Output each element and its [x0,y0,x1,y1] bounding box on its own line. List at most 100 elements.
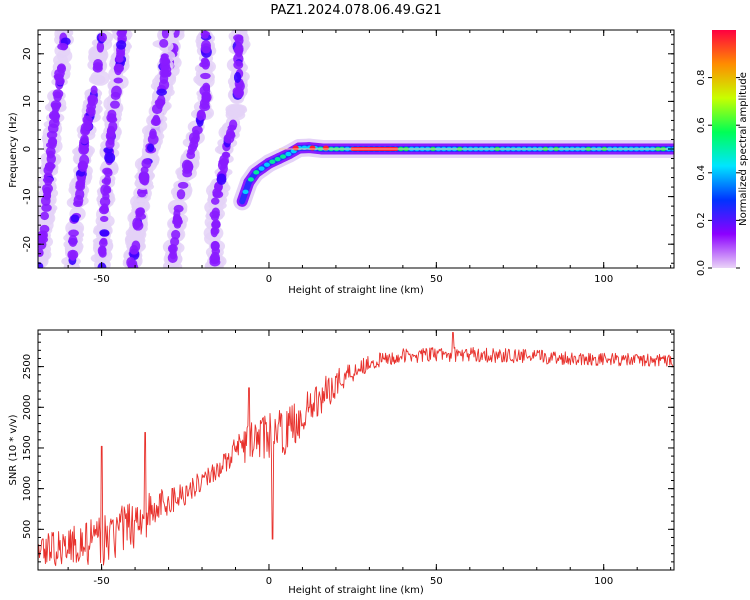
spectral-blob [167,252,178,264]
spectral-blob [45,141,55,149]
spectral-blob [190,136,199,145]
spectrogram-ylabel: Frequency (Hz) [8,112,19,188]
y-tick-label: 10 [22,95,33,108]
x-tick-label: -50 [93,576,109,587]
y-tick-label: -10 [22,188,33,204]
colorbar-ticks: 0.0 0.2 0.4 0.6 0.8 [696,70,740,276]
spectral-blob [68,229,79,237]
spectral-blob [116,30,127,38]
main-track-cell [280,154,287,159]
spectral-blob [114,63,123,76]
main-track-cell [269,159,276,164]
snr-panel: -50 0 50 100 500 1000 1500 2000 2500 Height of s… [8,329,675,596]
spectral-blob [159,56,168,66]
spectral-blob [126,256,136,268]
colorbar-tick-label: 0.4 [696,165,707,181]
spectral-blob [233,60,244,70]
spectral-blob [101,178,111,185]
spectral-blob [38,248,44,257]
spectral-blob [98,239,108,248]
snr-ylabel: SNR (10 * v/v) [8,414,19,485]
spectral-blob [161,65,172,74]
spectral-blob [99,205,109,213]
spectral-blob [46,153,56,165]
spectral-blob [151,116,161,125]
spectral-blob [107,109,117,120]
spectrogram-marks [38,30,674,268]
spectral-blob-halo [96,219,112,233]
spectral-blob [159,38,169,48]
snr-axes: -50 0 50 100 500 1000 1500 2000 2500 [22,330,674,587]
spectral-blob [182,170,193,178]
spectral-blob [90,85,98,95]
y-tick-label: 2000 [22,395,33,420]
spectral-blob [45,146,56,157]
colorbar-tick-label: 0.6 [696,117,707,133]
spectral-blob [196,109,205,121]
spectral-blob [232,86,244,96]
spectral-blob [136,207,145,215]
colorbar-gradient [712,30,736,268]
spectral-blob [43,191,52,201]
spectral-blob [210,251,220,264]
snr-series-line [37,331,674,567]
spectral-blob [70,214,80,223]
spectral-blob [201,58,211,70]
spectral-blob [46,130,58,139]
spectral-blob [233,71,242,84]
spectral-blob [97,245,107,257]
spectral-blob [133,220,143,228]
spectral-blob [41,203,52,212]
spectral-blob [115,52,124,63]
x-tick-label: 0 [266,274,272,285]
figure-title: PAZ1.2024.078.06.49.G21 [270,3,441,18]
spectral-blob [105,130,116,142]
main-track-peak-dot [309,145,316,151]
spectral-blob [176,189,186,200]
spectral-blob [116,40,127,50]
spectral-blob [50,102,61,109]
spectral-blob [80,134,89,145]
spectral-blob [57,42,69,51]
spectral-blob [155,98,164,110]
spectrogram-axes: -50 0 50 100 -20 -10 0 10 20 [22,30,674,285]
spectral-blob [105,138,115,150]
main-track-cell [247,177,254,182]
y-tick-label: 1000 [22,476,33,501]
spectrogram-panel: -50 0 50 100 -20 -10 0 10 20 Height of straight … [8,29,675,296]
spectral-blob [171,229,181,240]
x-tick-label: -50 [93,274,109,285]
spectral-blob [156,88,168,96]
spectrogram-xlabel: Height of straight line (km) [288,285,424,296]
spectral-blob [129,248,139,255]
spectral-blob [44,161,55,172]
spectral-blob [216,173,227,185]
spectral-blob [54,73,64,82]
colorbar-tick-label: 0.2 [696,212,707,228]
spectral-blob [201,30,209,39]
spectral-blob [183,161,194,173]
spectral-blob [199,98,210,110]
spectral-blob [87,95,99,106]
spectral-blob [233,34,244,42]
colorbar-tick-label: 0.8 [696,70,707,86]
main-track-peak-dot [322,145,329,151]
main-track-cell [253,170,260,175]
y-tick-label: 2500 [22,354,33,379]
spectral-blob [104,152,116,164]
spectral-blob [99,196,111,207]
spectral-blob [53,91,62,102]
spectral-blob [77,160,88,172]
main-track-cell [274,156,281,162]
spectral-blob [177,181,189,189]
spectral-blob [47,123,59,134]
spectral-blob [80,122,91,135]
spectral-blob [102,167,112,175]
spectral-blob [228,119,238,130]
spectral-blob [201,91,211,99]
spectral-blob [135,213,147,220]
spectral-blob [100,184,110,196]
main-track-cell [258,166,265,171]
spectral-blob [211,207,220,217]
